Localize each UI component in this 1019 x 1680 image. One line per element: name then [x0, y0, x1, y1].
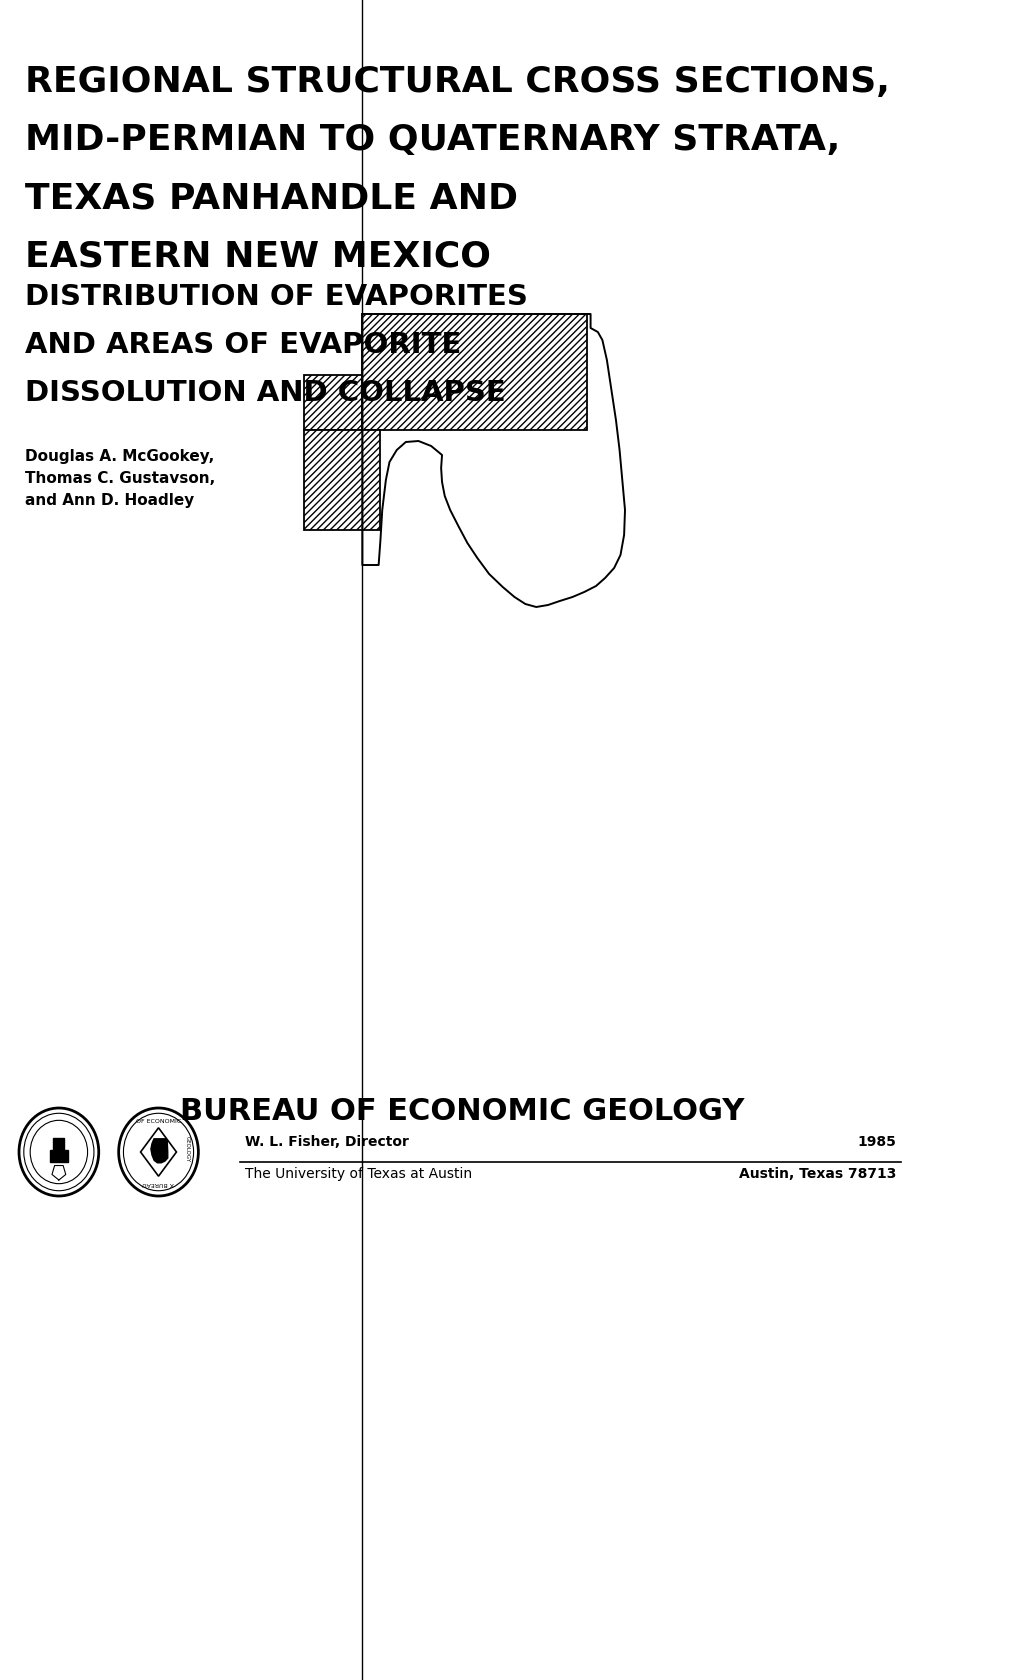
Text: 1985: 1985 [857, 1136, 896, 1149]
Text: AND AREAS OF EVAPORITE: AND AREAS OF EVAPORITE [25, 331, 462, 360]
Text: BUREAU OF ECONOMIC GEOLOGY: BUREAU OF ECONOMIC GEOLOGY [179, 1097, 744, 1126]
Text: W. L. Fisher, Director: W. L. Fisher, Director [245, 1136, 408, 1149]
Polygon shape [50, 1137, 68, 1163]
Text: X BUREAU: X BUREAU [143, 1181, 174, 1186]
Polygon shape [151, 1139, 167, 1163]
Text: OF ECONOMIC: OF ECONOMIC [136, 1119, 181, 1124]
Text: EASTERN NEW MEXICO: EASTERN NEW MEXICO [25, 239, 491, 274]
Text: Austin, Texas 78713: Austin, Texas 78713 [739, 1168, 896, 1181]
Text: TEXAS PANHANDLE AND: TEXAS PANHANDLE AND [25, 181, 518, 215]
Text: Douglas A. McGookey,
Thomas C. Gustavson,
and Ann D. Hoadley: Douglas A. McGookey, Thomas C. Gustavson… [25, 449, 215, 509]
Text: DISTRIBUTION OF EVAPORITES: DISTRIBUTION OF EVAPORITES [25, 282, 528, 311]
Bar [304, 375, 362, 430]
Text: GEOLOGY: GEOLOGY [184, 1136, 190, 1163]
Text: The University of Texas at Austin: The University of Texas at Austin [245, 1168, 471, 1181]
Text: MID-PERMIAN TO QUATERNARY STRATA,: MID-PERMIAN TO QUATERNARY STRATA, [25, 123, 840, 156]
Bar [304, 430, 380, 529]
Text: REGIONAL STRUCTURAL CROSS SECTIONS,: REGIONAL STRUCTURAL CROSS SECTIONS, [25, 66, 890, 99]
Bar [362, 314, 586, 430]
Text: DISSOLUTION AND COLLAPSE: DISSOLUTION AND COLLAPSE [25, 380, 505, 407]
